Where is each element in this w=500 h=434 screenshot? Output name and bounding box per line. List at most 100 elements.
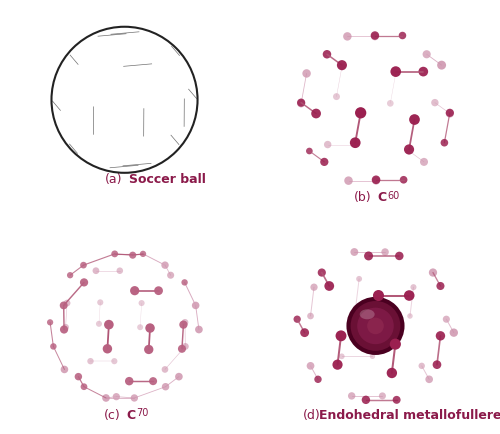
Circle shape (307, 312, 314, 319)
Circle shape (140, 251, 146, 257)
Circle shape (47, 319, 53, 326)
Circle shape (306, 362, 314, 370)
Circle shape (104, 320, 114, 329)
Circle shape (112, 358, 117, 364)
Circle shape (182, 319, 188, 326)
Circle shape (137, 324, 143, 330)
Circle shape (362, 396, 370, 404)
Circle shape (80, 383, 87, 390)
Ellipse shape (360, 309, 374, 319)
Text: 70: 70 (136, 408, 148, 418)
Circle shape (338, 63, 345, 70)
Circle shape (60, 302, 68, 309)
Circle shape (437, 61, 446, 69)
Circle shape (418, 363, 425, 369)
Circle shape (162, 261, 168, 269)
Circle shape (50, 26, 199, 174)
Text: (a): (a) (106, 173, 123, 186)
Circle shape (392, 396, 400, 404)
Circle shape (410, 284, 416, 290)
Circle shape (390, 339, 401, 350)
Circle shape (322, 50, 331, 59)
Circle shape (102, 394, 110, 402)
Circle shape (343, 32, 351, 41)
Circle shape (367, 318, 384, 334)
Circle shape (390, 66, 401, 77)
Circle shape (344, 176, 353, 185)
Circle shape (92, 267, 100, 274)
Circle shape (167, 272, 174, 279)
Circle shape (52, 27, 198, 173)
Circle shape (144, 345, 154, 354)
Circle shape (310, 283, 318, 291)
Circle shape (364, 251, 373, 260)
Circle shape (400, 176, 407, 184)
Ellipse shape (89, 45, 118, 68)
Text: C: C (126, 409, 136, 422)
Circle shape (450, 329, 458, 337)
Circle shape (420, 158, 428, 166)
Circle shape (162, 366, 168, 373)
Circle shape (320, 158, 328, 166)
Circle shape (429, 268, 437, 277)
Circle shape (149, 377, 157, 385)
Circle shape (357, 308, 394, 344)
Circle shape (348, 392, 356, 400)
Circle shape (370, 31, 379, 40)
Circle shape (398, 32, 406, 39)
Circle shape (182, 279, 188, 286)
Circle shape (50, 343, 56, 350)
Circle shape (333, 93, 340, 100)
Circle shape (318, 269, 326, 276)
Circle shape (432, 360, 442, 369)
Circle shape (112, 393, 120, 400)
Circle shape (406, 148, 412, 155)
Circle shape (175, 373, 182, 381)
Circle shape (297, 99, 305, 107)
Circle shape (443, 316, 450, 323)
Circle shape (195, 326, 203, 333)
Circle shape (88, 358, 94, 365)
Text: 60: 60 (387, 191, 400, 201)
Circle shape (64, 300, 70, 306)
Circle shape (306, 148, 312, 155)
Circle shape (373, 290, 384, 301)
Circle shape (404, 145, 414, 155)
Circle shape (422, 50, 430, 58)
Circle shape (372, 177, 380, 184)
Text: (b): (b) (354, 191, 372, 204)
Circle shape (370, 354, 375, 359)
Circle shape (350, 248, 358, 256)
Circle shape (300, 328, 309, 337)
Circle shape (154, 286, 163, 295)
Text: (d): (d) (302, 409, 320, 422)
Circle shape (102, 344, 112, 353)
Circle shape (436, 331, 445, 341)
Circle shape (356, 276, 362, 282)
Circle shape (371, 33, 379, 40)
Circle shape (97, 299, 103, 306)
Circle shape (60, 366, 68, 373)
Circle shape (352, 141, 358, 148)
Circle shape (446, 109, 454, 117)
Circle shape (180, 320, 188, 329)
Circle shape (379, 392, 386, 399)
Circle shape (146, 323, 155, 333)
Circle shape (324, 281, 334, 291)
Circle shape (294, 316, 301, 323)
Circle shape (407, 313, 412, 319)
Circle shape (426, 375, 433, 383)
Text: Soccer ball: Soccer ball (128, 173, 206, 186)
Circle shape (337, 60, 347, 70)
Circle shape (67, 272, 73, 278)
Circle shape (116, 267, 123, 274)
Circle shape (125, 377, 134, 385)
Circle shape (355, 107, 366, 118)
Circle shape (446, 109, 454, 118)
Circle shape (409, 114, 420, 125)
Circle shape (80, 262, 87, 269)
Circle shape (436, 282, 444, 290)
Circle shape (314, 375, 322, 383)
Circle shape (96, 321, 102, 327)
Circle shape (302, 69, 311, 78)
